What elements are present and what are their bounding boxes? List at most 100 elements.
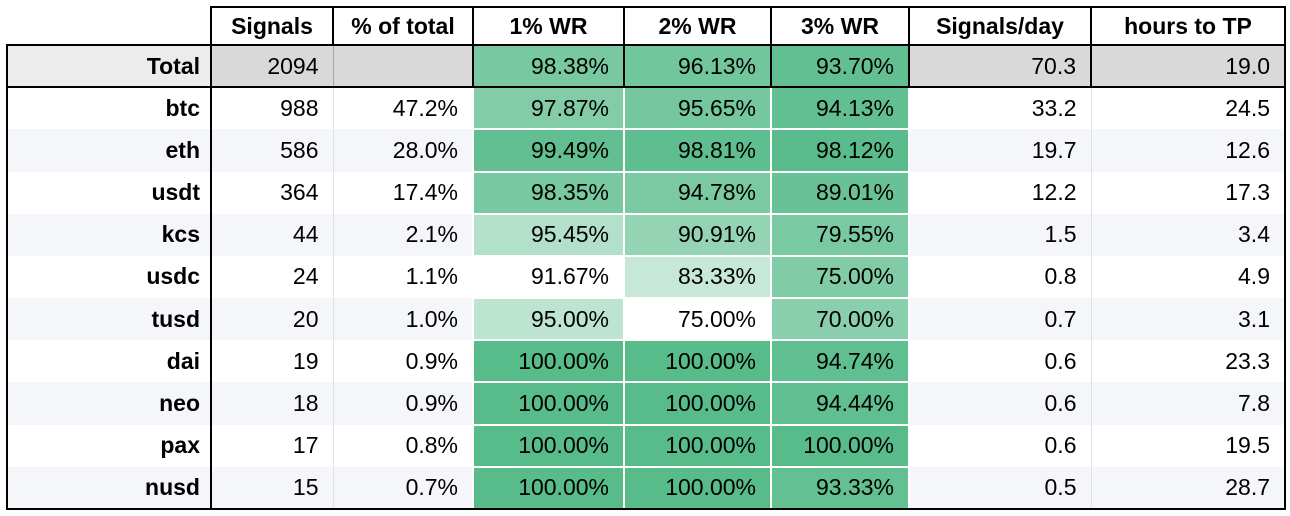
row-label-usdc: usdc [6, 255, 212, 299]
cell-kcs-wr-1: 95.45% [472, 212, 625, 257]
cell-total-hours-to-tp: 19.0 [1090, 43, 1286, 89]
row-label-tusd: tusd [6, 298, 212, 341]
cell-eth-hours-to-tp: 12.6 [1090, 129, 1286, 172]
cell-pax-hours-to-tp: 19.5 [1090, 424, 1286, 467]
table-row-tusd: tusd 20 1.0% 95.00% 75.00% 70.00% 0.7 3.1 [6, 297, 1286, 342]
cell-btc-wr-1: 97.87% [472, 86, 625, 131]
col-header-1-wr: 1% WR [472, 6, 625, 46]
cell-neo-signals-per-day: 0.6 [909, 382, 1091, 425]
cell-tusd-pct-of-total: 1.0% [332, 298, 473, 341]
cell-btc-signals-per-day: 33.2 [909, 87, 1091, 130]
cell-dai-hours-to-tp: 23.3 [1090, 340, 1286, 383]
row-label-nusd: nusd [6, 466, 212, 511]
cell-total-wr-1: 98.38% [472, 43, 625, 89]
cell-btc-hours-to-tp: 24.5 [1090, 87, 1286, 130]
corner-cell [7, 7, 211, 45]
cell-eth-wr-2: 98.81% [623, 128, 772, 173]
table-row-kcs: kcs 44 2.1% 95.45% 90.91% 79.55% 1.5 3.4 [6, 212, 1286, 257]
cell-usdc-wr-3: 75.00% [770, 254, 910, 300]
row-label-dai: dai [6, 340, 212, 383]
cell-tusd-hours-to-tp: 3.1 [1090, 298, 1286, 341]
cell-dai-signals: 19 [211, 340, 333, 383]
cell-kcs-signals-per-day: 1.5 [909, 213, 1091, 256]
cell-pax-pct-of-total: 0.8% [332, 424, 473, 467]
win-rate-table: Signals% of total 1% WR 2% WR 3% WR Signals/… [6, 6, 1286, 511]
table-row-pax: pax 17 0.8% 100.00% 100.00% 100.00% 0.6 19.5 [6, 423, 1286, 468]
col-header-of-total: % of total [332, 6, 474, 46]
cell-usdt-hours-to-tp: 17.3 [1090, 171, 1286, 214]
table-row-dai: dai 19 0.9% 100.00% 100.00% 94.74% 0.6 23.3 [6, 339, 1286, 384]
cell-pax-signals: 17 [211, 424, 333, 467]
cell-tusd-signals-per-day: 0.7 [909, 298, 1091, 341]
cell-nusd-hours-to-tp: 28.7 [1090, 466, 1286, 511]
cell-total-signals-per-day: 70.3 [909, 43, 1091, 89]
cell-btc-wr-2: 95.65% [623, 86, 772, 131]
cell-eth-wr-1: 99.49% [472, 128, 625, 173]
table-row-eth: eth 586 28.0% 99.49% 98.81% 98.12% 19.7 12.6 [6, 128, 1286, 173]
cell-neo-signals: 18 [211, 382, 333, 425]
table-row-neo: neo 18 0.9% 100.00% 100.00% 94.44% 0.6 7.8 [6, 381, 1286, 426]
cell-dai-wr-3: 94.74% [770, 339, 910, 384]
cell-tusd-wr-1: 95.00% [472, 297, 625, 342]
col-header-3-wr: 3% WR [770, 6, 910, 46]
cell-usdc-hours-to-tp: 4.9 [1090, 255, 1286, 299]
cell-nusd-wr-2: 100.00% [623, 465, 772, 511]
col-header-signals: Signals [210, 6, 334, 46]
table-header: Signals% of total 1% WR 2% WR 3% WR Signals/… [7, 6, 1286, 46]
cell-kcs-pct-of-total: 2.1% [332, 213, 473, 256]
cell-neo-pct-of-total: 0.9% [332, 382, 473, 425]
cell-eth-signals: 586 [211, 129, 333, 172]
cell-usdc-signals-per-day: 0.8 [909, 255, 1091, 299]
cell-usdt-signals-per-day: 12.2 [909, 171, 1091, 214]
cell-usdt-wr-1: 98.35% [472, 170, 625, 215]
cell-btc-pct-of-total: 47.2% [332, 87, 473, 130]
cell-usdt-wr-2: 94.78% [623, 170, 772, 215]
cell-neo-hours-to-tp: 7.8 [1090, 382, 1286, 425]
cell-btc-wr-3: 94.13% [770, 86, 910, 131]
row-label-usdt: usdt [6, 171, 212, 214]
cell-nusd-wr-3: 93.33% [770, 465, 910, 511]
cell-kcs-hours-to-tp: 3.4 [1090, 213, 1286, 256]
row-label-kcs: kcs [6, 213, 212, 256]
cell-total-wr-2: 96.13% [623, 43, 772, 89]
table-row-nusd: nusd 15 0.7% 100.00% 100.00% 93.33% 0.5 28.7 [6, 465, 1286, 511]
cell-neo-wr-1: 100.00% [472, 381, 625, 426]
cell-total-signals: 2094 [211, 43, 333, 89]
table-row-btc: btc 988 47.2% 97.87% 95.65% 94.13% 33.2 24.5 [6, 86, 1286, 131]
cell-eth-wr-3: 98.12% [770, 128, 910, 173]
cell-kcs-wr-2: 90.91% [623, 212, 772, 257]
cell-usdt-pct-of-total: 17.4% [332, 171, 473, 214]
cell-tusd-signals: 20 [211, 298, 333, 341]
cell-kcs-wr-3: 79.55% [770, 212, 910, 257]
cell-tusd-wr-2: 75.00% [623, 297, 772, 342]
cell-dai-wr-1: 100.00% [472, 339, 625, 384]
cell-usdt-signals: 364 [211, 171, 333, 214]
col-header-hours-to-tp: hours to TP [1090, 6, 1286, 46]
table-row-total: Total 2094 98.38% 96.13% 93.70% 70.3 19.0 [6, 43, 1286, 89]
cell-nusd-pct-of-total: 0.7% [332, 466, 473, 511]
cell-usdc-wr-1: 91.67% [472, 254, 625, 300]
cell-neo-wr-2: 100.00% [623, 381, 772, 426]
cell-usdc-pct-of-total: 1.1% [332, 255, 473, 299]
cell-total-wr-3: 93.70% [770, 43, 910, 89]
row-label-neo: neo [6, 382, 212, 425]
table-row-usdt: usdt 364 17.4% 98.35% 94.78% 89.01% 12.2 17.3 [6, 170, 1286, 215]
table-row-usdc: usdc 24 1.1% 91.67% 83.33% 75.00% 0.8 4.9 [6, 254, 1286, 300]
cell-pax-signals-per-day: 0.6 [909, 424, 1091, 467]
row-label-pax: pax [6, 424, 212, 467]
cell-kcs-signals: 44 [211, 213, 333, 256]
row-label-total: Total [6, 43, 212, 89]
cell-usdt-wr-3: 89.01% [770, 170, 910, 215]
row-label-eth: eth [6, 129, 212, 172]
col-header-2-wr: 2% WR [623, 6, 772, 46]
col-header-signals-day: Signals/day [908, 6, 1092, 46]
table-body: Total 2094 98.38% 96.13% 93.70% 70.3 19.0 btc 98… [6, 43, 1286, 511]
cell-dai-pct-of-total: 0.9% [332, 340, 473, 383]
row-label-btc: btc [6, 87, 212, 130]
cell-pax-wr-2: 100.00% [623, 423, 772, 468]
cell-neo-wr-3: 94.44% [770, 381, 910, 426]
cell-nusd-wr-1: 100.00% [472, 465, 625, 511]
cell-pax-wr-3: 100.00% [770, 423, 910, 468]
cell-btc-signals: 988 [211, 87, 333, 130]
